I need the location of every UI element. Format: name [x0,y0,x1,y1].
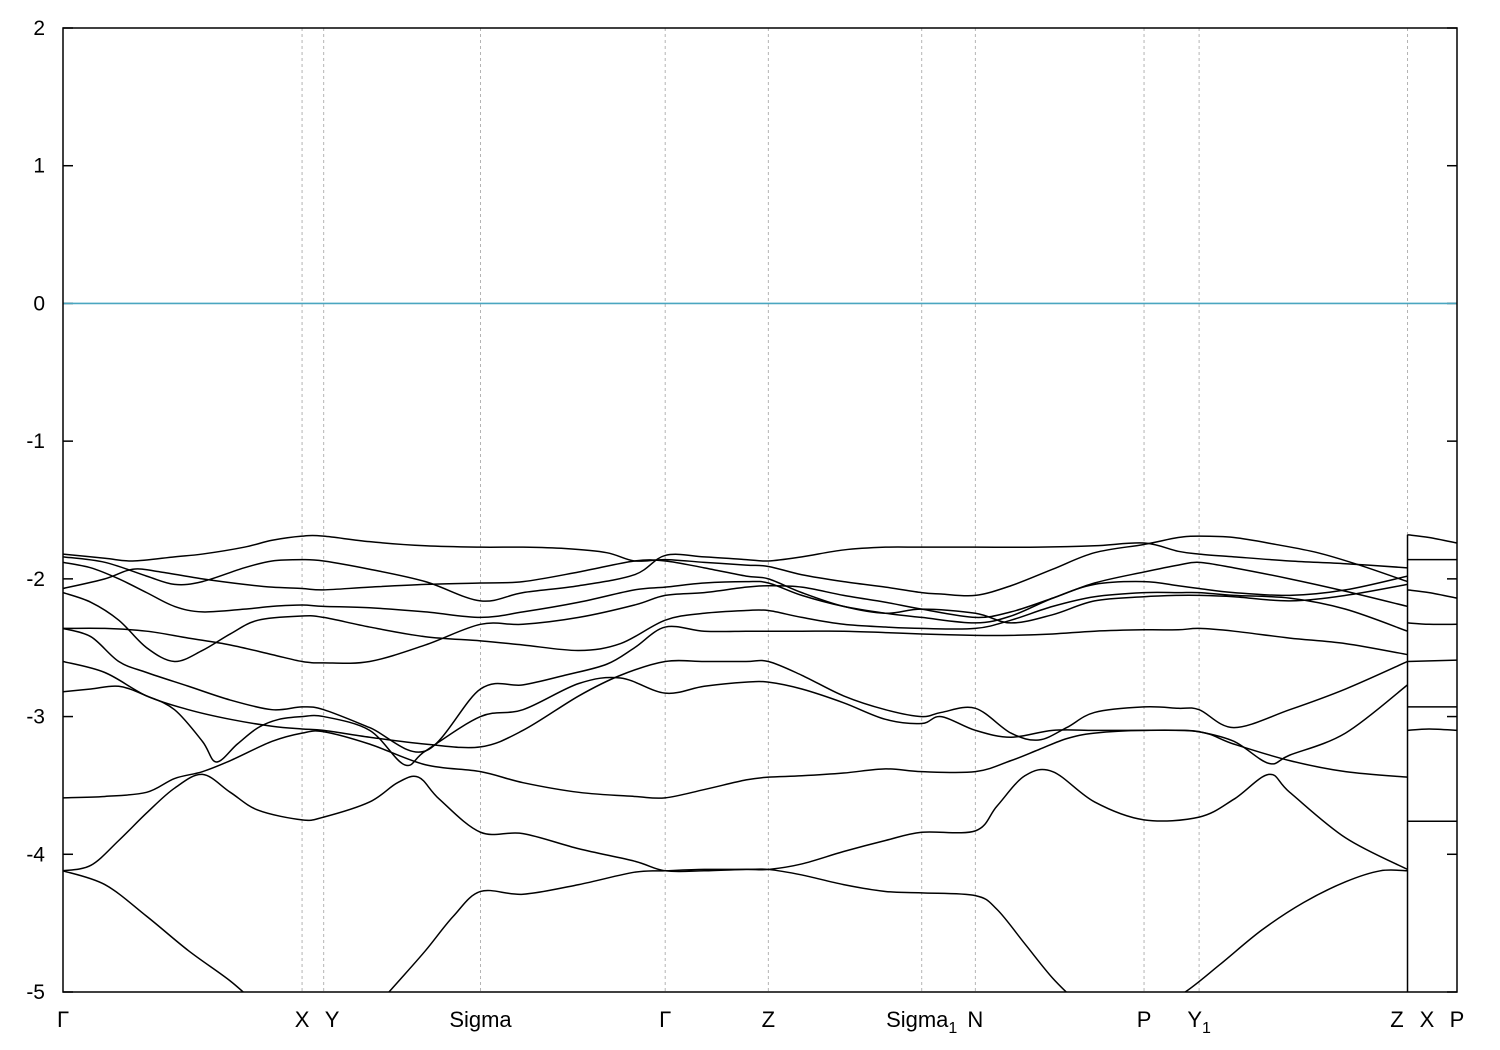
band-line [1407,534,1457,544]
band-line [63,591,1408,663]
band-line [63,534,1408,597]
band-lines [63,534,1457,992]
x-axis-kpoint-labels: Γ X Y Sigma Γ Z Sigma1 N P Y1 Z X P [57,1007,1464,1037]
y-tick-label: 1 [33,155,45,178]
kpoint-label: P [1450,1007,1465,1032]
band-line [63,561,1408,624]
kpoint-label: P [1137,1007,1152,1032]
kpoint-label: Z [1390,1007,1403,1032]
band-line [63,676,1408,767]
y-tick-label: -5 [26,981,45,1004]
kpoint-label: Sigma [449,1007,512,1032]
kpoint-gridlines [301,28,1409,992]
kpoint-label: Γ [57,1007,69,1032]
kpoint-label: Y1 [1187,1007,1211,1037]
band-line [63,561,1408,665]
band-line [63,559,1408,624]
band-line [1407,622,1457,626]
y-tick-label: -4 [26,843,45,866]
kpoint-label: Y [325,1007,340,1032]
kpoint-label: Γ [659,1007,671,1032]
band-line [1407,659,1457,663]
plot-frame [62,27,1458,993]
band-line [387,868,1068,992]
band-line [1407,589,1457,599]
kpoint-label: X [295,1007,310,1032]
kpoint-label-subscript: 1 [1202,1020,1211,1037]
kpoint-label: Z [762,1007,775,1032]
kpoint-label: X [1420,1007,1435,1032]
y-tick-label: -3 [26,706,45,729]
kpoint-label: Sigma1 [886,1007,957,1037]
y-tick-label: 0 [33,292,45,315]
band-line [63,768,1408,873]
band-line [63,729,1408,799]
y-tick-label: -1 [26,430,45,453]
band-line [63,542,1408,602]
kpoint-label: N [967,1007,983,1032]
band-line [63,625,1408,753]
y-axis: 2 1 0 -1 -2 -3 -4 -5 [26,17,1457,1004]
band-line [1183,869,1408,992]
y-tick-label: -2 [26,568,45,591]
band-line [1407,728,1457,732]
y-tick-label: 2 [33,17,45,40]
kpoint-label-subscript: 1 [948,1020,957,1037]
band-line [63,870,245,992]
band-line [63,659,1408,749]
